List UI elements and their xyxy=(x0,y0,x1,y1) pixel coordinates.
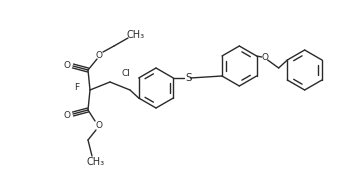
Text: O: O xyxy=(63,111,71,120)
Text: O: O xyxy=(95,121,103,130)
Text: S: S xyxy=(185,73,191,83)
Text: CH₃: CH₃ xyxy=(127,30,145,40)
Text: O: O xyxy=(95,51,103,59)
Text: O: O xyxy=(63,61,71,70)
Text: O: O xyxy=(261,54,268,62)
Text: Cl: Cl xyxy=(122,68,131,77)
Text: CH₃: CH₃ xyxy=(87,157,105,167)
Text: F: F xyxy=(74,83,80,92)
